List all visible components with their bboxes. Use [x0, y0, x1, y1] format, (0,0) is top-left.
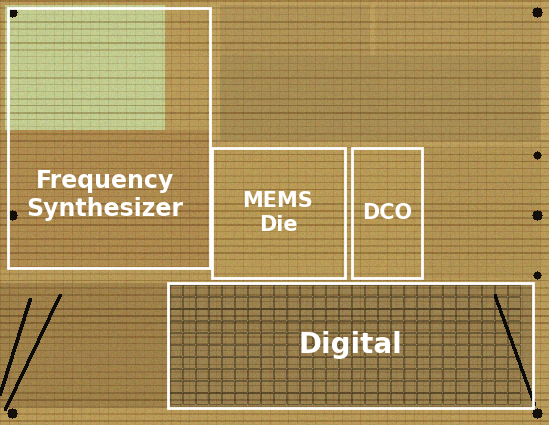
Bar	[352, 148, 422, 278]
Bar	[212, 148, 345, 278]
Text: MEMS
Die: MEMS Die	[243, 191, 313, 235]
Text: Digital: Digital	[298, 331, 402, 359]
Bar	[168, 283, 533, 408]
Bar	[8, 8, 210, 268]
Text: DCO: DCO	[362, 203, 412, 223]
Text: Frequency
Synthesizer: Frequency Synthesizer	[26, 169, 183, 221]
